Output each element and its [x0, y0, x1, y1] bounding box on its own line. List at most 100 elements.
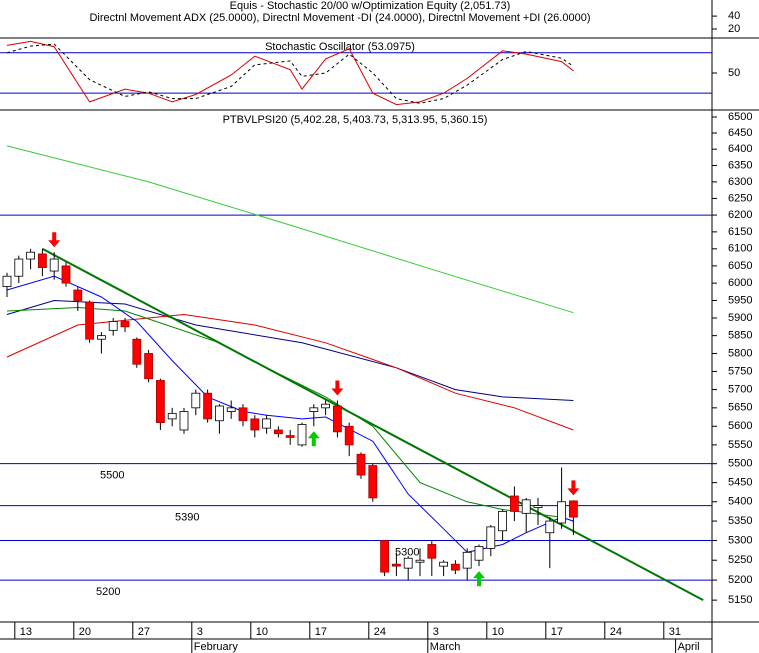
y-tick-label: 5700 [728, 383, 752, 395]
candle-body [403, 557, 413, 569]
candle-body [321, 403, 331, 409]
candle-body [238, 407, 248, 422]
stochastic-title: Stochastic Oscillator (53.0975) [265, 41, 415, 53]
y-tick-label: 5950 [728, 294, 752, 306]
candle-body [61, 265, 71, 284]
y-tick-label: 6400 [728, 143, 752, 155]
candle-body [368, 465, 378, 499]
level-label: 5200 [96, 586, 120, 598]
x-tick-label: 3 [197, 626, 203, 638]
candle-body [439, 561, 449, 567]
x-tick-label: 10 [492, 626, 504, 638]
candle-body [85, 301, 94, 340]
candle-body [486, 526, 496, 549]
buy-arrow [473, 571, 485, 587]
y-tick-label: 6150 [728, 226, 752, 238]
sell-arrow [48, 232, 61, 248]
candle-body [391, 563, 401, 567]
candle-body [155, 380, 165, 423]
candle-body [273, 429, 283, 435]
candle-body [332, 405, 342, 433]
y-tick-label: 6000 [728, 277, 752, 289]
window-header: Equis - Stochastic 20/00 w/Optimization … [230, 0, 511, 12]
y-tick-label: 20 [728, 23, 740, 35]
candle-body [262, 418, 272, 429]
y-tick-label: 6100 [728, 243, 752, 255]
y-tick-label: 6200 [728, 209, 752, 221]
y-tick-label: 5150 [728, 594, 752, 606]
y-tick-label: 6250 [728, 192, 752, 204]
y-tick-label: 5900 [728, 312, 752, 324]
candle-body [49, 258, 59, 272]
candle-body [474, 546, 484, 561]
candle-body [297, 424, 307, 446]
candle-body [509, 495, 519, 512]
y-tick-label: 5550 [728, 439, 752, 451]
y-tick-label: 6500 [728, 111, 752, 123]
x-tick-label: 24 [374, 626, 386, 638]
x-tick-label: 24 [610, 626, 622, 638]
candle-body [144, 353, 154, 380]
candle-body [427, 544, 437, 559]
y-tick-label: 5800 [728, 347, 752, 359]
y-tick-label: 5200 [728, 574, 752, 586]
candle-body [97, 335, 106, 340]
level-label: 5500 [100, 470, 124, 482]
y-tick-label: 6350 [728, 159, 752, 171]
price-title: PTBVLPSI20 (5,402.28, 5,403.73, 5,313.95… [223, 114, 488, 126]
candle-body [545, 520, 555, 534]
x-tick-label: 20 [79, 626, 91, 638]
candle-body [557, 501, 566, 524]
sell-arrow [567, 480, 580, 496]
candle-body [285, 435, 295, 438]
indicator-line [6, 40, 574, 106]
candle-body [309, 407, 319, 412]
candle-body [569, 500, 578, 518]
candle-body [132, 338, 142, 365]
y-tick-label: 5650 [728, 402, 752, 414]
buy-arrow [307, 431, 320, 447]
candle-body [521, 499, 531, 514]
candle-body [533, 505, 543, 508]
month-label: February [194, 641, 239, 653]
candle-body [450, 563, 460, 571]
candle-body [415, 559, 425, 563]
y-tick-label: 50 [728, 67, 740, 79]
y-tick-label: 5750 [728, 365, 752, 377]
candle-body [14, 258, 24, 277]
x-tick-label: 10 [256, 626, 268, 638]
candle-body [191, 392, 201, 409]
x-tick-label: 27 [138, 626, 150, 638]
candle-body [2, 275, 12, 287]
candle-body [38, 253, 47, 269]
candle-body [250, 418, 260, 431]
candle-body [462, 551, 472, 569]
month-label: April [678, 641, 700, 653]
y-tick-label: 5450 [728, 477, 752, 489]
x-tick-label: 17 [315, 626, 327, 638]
y-tick-label: 6300 [728, 176, 752, 188]
x-tick-label: 3 [433, 626, 439, 638]
y-tick-label: 5400 [728, 496, 752, 508]
y-tick-label: 5500 [728, 458, 752, 470]
y-tick-label: 6050 [728, 260, 752, 272]
candle-body [214, 405, 224, 422]
adx-title: Directnl Movement ADX (25.0000), Directn… [89, 12, 590, 24]
candle-body [498, 510, 508, 532]
indicator-line [6, 145, 574, 314]
candle-body [167, 412, 177, 420]
candle-body [356, 453, 366, 476]
candle-body [108, 321, 118, 331]
candle-body [120, 321, 130, 328]
sell-arrow [331, 380, 344, 396]
x-tick-label: 31 [669, 626, 681, 638]
candle-body [73, 289, 83, 301]
indicator-line [41, 247, 704, 601]
y-tick-label: 5350 [728, 515, 752, 527]
x-tick-label: 13 [20, 626, 32, 638]
y-tick-label: 5850 [728, 330, 752, 342]
y-tick-label: 5250 [728, 554, 752, 566]
y-tick-label: 5300 [728, 534, 752, 546]
y-tick-label: 5600 [728, 420, 752, 432]
